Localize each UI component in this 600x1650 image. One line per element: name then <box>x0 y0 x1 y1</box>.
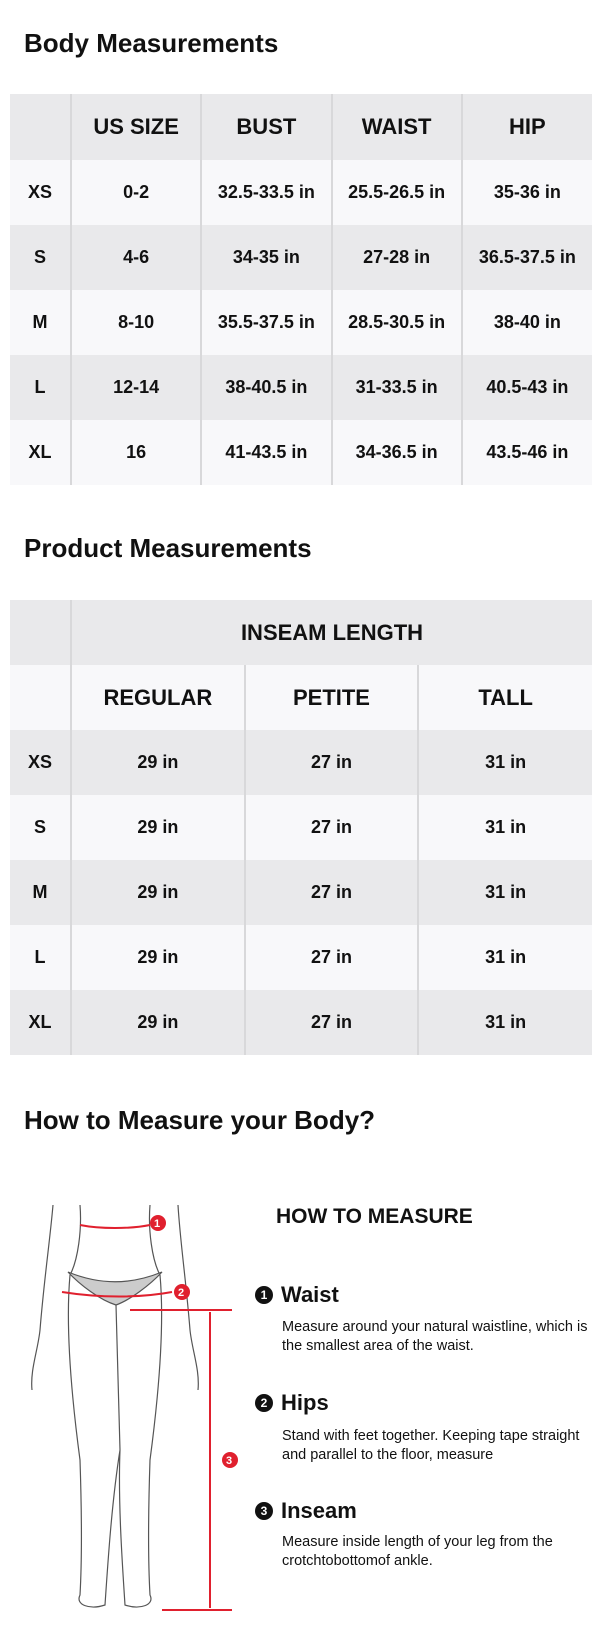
header-waist: WAIST <box>330 94 462 160</box>
step-inseam-desc: Measure inside length of your leg from t… <box>282 1534 553 1569</box>
table-cell: 31 in <box>417 860 592 925</box>
table-cell: 25.5-26.5 in <box>330 160 462 225</box>
header-blank <box>10 665 71 730</box>
marker-3-icon <box>222 1452 238 1468</box>
marker-1-label: 1 <box>154 1218 160 1230</box>
table-row: L 29 in 27 in 31 in <box>10 925 592 990</box>
table-cell: 27 in <box>243 925 419 990</box>
body-outline <box>31 1204 199 1391</box>
marker-2-label: 2 <box>178 1287 184 1299</box>
table-cell: 31-33.5 in <box>330 355 462 420</box>
table-cell: 34-35 in <box>200 225 332 290</box>
table-cell: 27 in <box>243 730 419 795</box>
table-row: L 12-14 38-40.5 in 31-33.5 in 40.5-43 in <box>10 355 592 420</box>
table-row: XS 0-2 32.5-33.5 in 25.5-26.5 in 35-36 in <box>10 160 592 225</box>
table-cell: 31 in <box>417 990 592 1055</box>
legs-outline <box>67 1274 163 1608</box>
table-row: XL 16 41-43.5 in 34-36.5 in 43.5-46 in <box>10 420 592 485</box>
table-row: XS 29 in 27 in 31 in <box>10 730 592 795</box>
header-inseam-length: INSEAM LENGTH <box>70 600 592 665</box>
waist-tape <box>79 1224 151 1229</box>
header-tall: TALL <box>417 665 592 730</box>
table-cell: 40.5-43 in <box>460 355 592 420</box>
marker-2-icon <box>174 1284 190 1300</box>
table-cell: 31 in <box>417 730 592 795</box>
step-hips: 2 Hips <box>255 1390 329 1416</box>
body-measurements-table: US SIZE BUST WAIST HIP XS 0-2 32.5-33.5 in 25.… <box>10 94 592 485</box>
table-cell: 27 in <box>243 795 419 860</box>
table-cell: 8-10 <box>69 290 202 355</box>
size-label: XS <box>10 730 71 795</box>
header-us-size: US SIZE <box>69 94 202 160</box>
table-row: XL 29 in 27 in 31 in <box>10 990 592 1055</box>
table-row: M 29 in 27 in 31 in <box>10 860 592 925</box>
table-cell: 29 in <box>70 860 245 925</box>
step-hips-desc: Stand with feet together. Keeping tape s… <box>282 1428 580 1463</box>
size-label: M <box>10 290 71 355</box>
size-label: XS <box>10 160 71 225</box>
table-cell: 31 in <box>417 795 592 860</box>
table-cell: 27 in <box>243 860 419 925</box>
table-cell: 35.5-37.5 in <box>200 290 332 355</box>
hips-tape <box>61 1291 173 1298</box>
underwear <box>67 1271 163 1306</box>
table-cell: 38-40.5 in <box>200 355 332 420</box>
size-label: L <box>10 355 71 420</box>
size-label: M <box>10 860 71 925</box>
body-measurements-title: Body Measurements <box>24 28 279 58</box>
table-cell: 29 in <box>70 990 245 1055</box>
header-regular: REGULAR <box>70 665 245 730</box>
step-number-2-icon: 2 <box>255 1394 273 1412</box>
table-cell: 43.5-46 in <box>460 420 592 485</box>
body-measure-illustration: 1 2 3 <box>31 1204 238 1611</box>
step-number-1-icon: 1 <box>255 1286 273 1304</box>
table-cell: 12-14 <box>69 355 202 420</box>
table-cell: 28.5-30.5 in <box>330 290 462 355</box>
step-waist-desc: Measure around your natural waistline, w… <box>282 1319 588 1354</box>
header-bust: BUST <box>200 94 332 160</box>
step-label: Waist <box>281 1282 339 1307</box>
step-number-3-icon: 3 <box>255 1502 273 1520</box>
table-cell: 36.5-37.5 in <box>460 225 592 290</box>
table-cell: 38-40 in <box>460 290 592 355</box>
table-cell: 32.5-33.5 in <box>200 160 332 225</box>
table-cell: 34-36.5 in <box>330 420 462 485</box>
product-measurements-title: Product Measurements <box>24 533 312 563</box>
table-row: M 8-10 35.5-37.5 in 28.5-30.5 in 38-40 in <box>10 290 592 355</box>
how-to-measure-subtitle: HOW TO MEASURE <box>276 1205 473 1228</box>
step-label: Hips <box>281 1390 329 1415</box>
step-label: Inseam <box>281 1498 357 1523</box>
marker-3-label: 3 <box>226 1455 232 1467</box>
size-label: S <box>10 795 71 860</box>
table-cell: 4-6 <box>69 225 202 290</box>
table-cell: 35-36 in <box>460 160 592 225</box>
table-cell: 31 in <box>417 925 592 990</box>
table-cell: 27 in <box>243 990 419 1055</box>
step-waist: 1 Waist <box>255 1282 339 1308</box>
header-blank <box>10 600 71 665</box>
size-label: XL <box>10 990 71 1055</box>
table-cell: 29 in <box>70 730 245 795</box>
product-measurements-table: INSEAM LENGTH REGULAR PETITE TALL XS 29 in 2… <box>10 600 592 1055</box>
step-inseam: 3 Inseam <box>255 1498 357 1524</box>
table-cell: 29 in <box>70 925 245 990</box>
size-label: L <box>10 925 71 990</box>
table-row: S 4-6 34-35 in 27-28 in 36.5-37.5 in <box>10 225 592 290</box>
table-cell: 41-43.5 in <box>200 420 332 485</box>
how-to-measure-title: How to Measure your Body? <box>24 1105 376 1135</box>
header-blank <box>10 94 71 160</box>
table-cell: 16 <box>69 420 202 485</box>
header-petite: PETITE <box>243 665 419 730</box>
size-label: S <box>10 225 71 290</box>
header-hip: HIP <box>460 94 592 160</box>
size-label: XL <box>10 420 71 485</box>
inseam-tape <box>130 1309 232 1611</box>
marker-1-icon <box>150 1215 166 1231</box>
table-cell: 27-28 in <box>330 225 462 290</box>
table-cell: 0-2 <box>69 160 202 225</box>
table-row: S 29 in 27 in 31 in <box>10 795 592 860</box>
table-cell: 29 in <box>70 795 245 860</box>
